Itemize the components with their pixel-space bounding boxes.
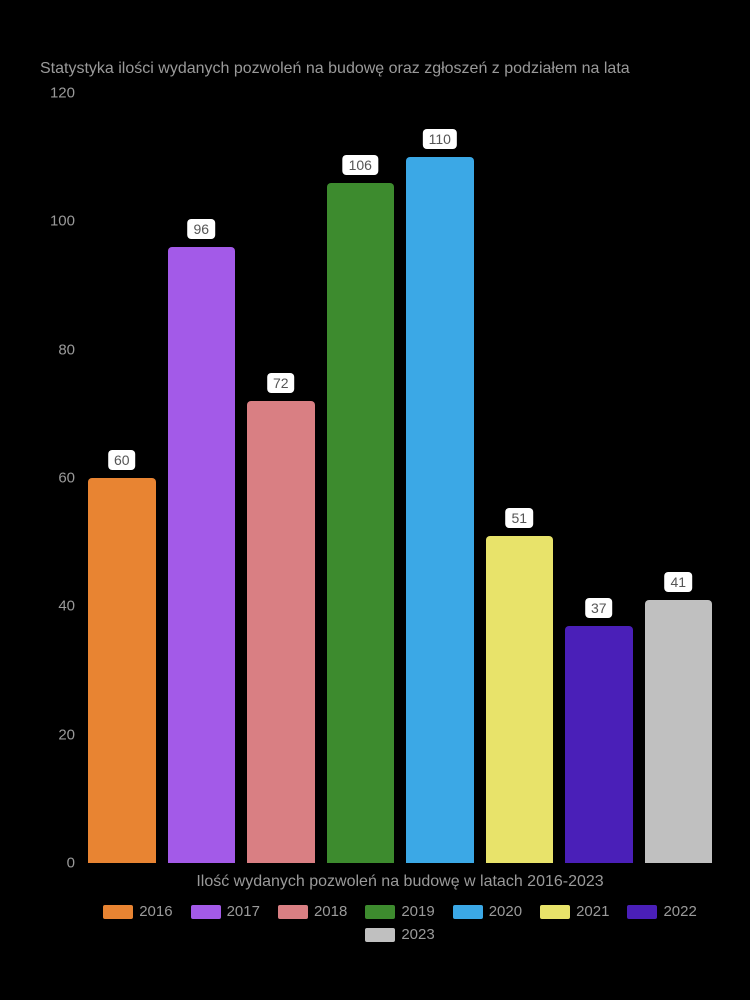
bar-2018: 72 [247,401,315,863]
bar-column: 72 [247,401,315,863]
legend-swatch [365,905,395,919]
y-tick: 120 [40,85,75,102]
chart-container: Statystyka ilości wydanych pozwoleń na b… [40,60,720,943]
bar-value-label: 41 [664,572,692,592]
bar-2017: 96 [168,247,236,863]
bar-column: 37 [565,626,633,863]
bars-area: 609672106110513741 [80,93,720,863]
bar-2023: 41 [645,600,713,863]
y-axis: 020406080100120 [40,93,75,863]
legend-label: 2017 [227,903,260,920]
bar-value-label: 72 [267,373,295,393]
legend-item-2020: 2020 [453,903,522,920]
bar-2022: 37 [565,626,633,863]
legend-item-2018: 2018 [278,903,347,920]
bar-value-label: 37 [585,598,613,618]
bar-value-label: 60 [108,450,136,470]
legend-swatch [191,905,221,919]
bar-2016: 60 [88,478,156,863]
y-tick: 40 [40,598,75,615]
legend-swatch [278,905,308,919]
legend-swatch [453,905,483,919]
legend-swatch [103,905,133,919]
legend-label: 2020 [489,903,522,920]
bar-column: 96 [168,247,236,863]
legend-label: 2021 [576,903,609,920]
y-tick: 80 [40,341,75,358]
bar-column: 106 [327,183,395,863]
bar-2021: 51 [486,536,554,863]
legend-item-2019: 2019 [365,903,434,920]
y-tick: 100 [40,213,75,230]
legend-label: 2018 [314,903,347,920]
x-axis-label: Ilość wydanych pozwoleń na budowę w lata… [80,873,720,891]
bar-2020: 110 [406,157,474,863]
bar-value-label: 96 [187,219,215,239]
legend-item-2021: 2021 [540,903,609,920]
legend-swatch [365,928,395,942]
bar-value-label: 106 [343,155,378,175]
bar-value-label: 110 [423,129,457,149]
y-tick: 0 [40,855,75,872]
bar-2019: 106 [327,183,395,863]
bar-value-label: 51 [505,508,533,528]
bar-column: 110 [406,157,474,863]
bar-column: 41 [645,600,713,863]
legend-swatch [540,905,570,919]
legend-label: 2016 [139,903,172,920]
legend-label: 2019 [401,903,434,920]
legend: 2016 2017 2018 2019 2020 2021 2022 2023 [80,903,720,943]
legend-item-2017: 2017 [191,903,260,920]
plot-area: 020406080100120 609672106110513741 [80,93,720,863]
bar-column: 60 [88,478,156,863]
y-tick: 60 [40,470,75,487]
legend-swatch [627,905,657,919]
y-tick: 20 [40,726,75,743]
legend-label: 2022 [663,903,696,920]
legend-item-2023: 2023 [365,926,434,943]
chart-title: Statystyka ilości wydanych pozwoleń na b… [40,60,720,78]
legend-label: 2023 [401,926,434,943]
legend-item-2022: 2022 [627,903,696,920]
legend-item-2016: 2016 [103,903,172,920]
bar-column: 51 [486,536,554,863]
